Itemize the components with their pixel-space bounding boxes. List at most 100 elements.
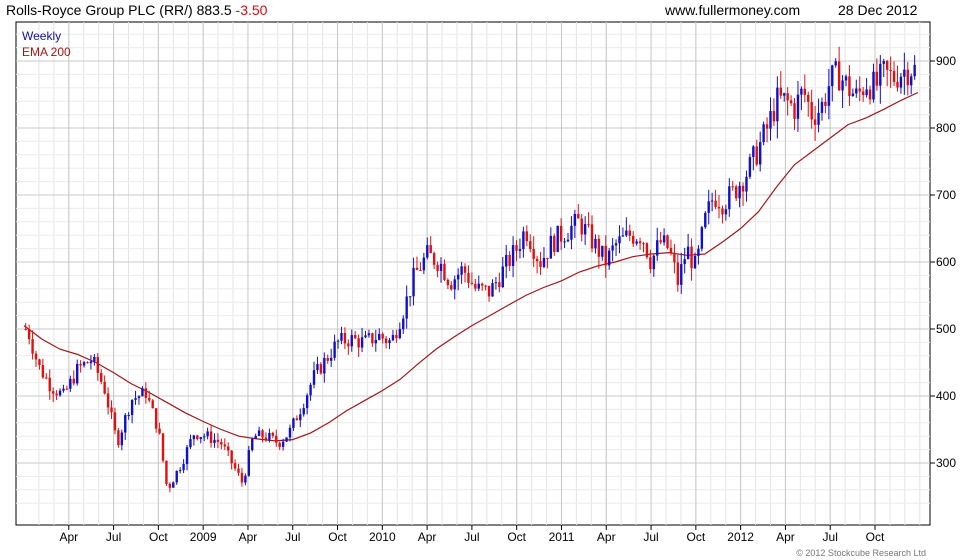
candle-body [683,259,686,265]
candle-body [724,209,728,215]
candle-body [165,460,168,484]
candle-body [494,282,498,284]
candle-body [762,124,765,143]
x-tick-label: Jul [464,530,479,544]
candle-body [237,468,240,473]
candle-body [594,238,597,249]
candle-body [247,450,251,476]
candle-body [666,235,669,248]
candle-body [371,333,374,344]
candle-body [209,431,213,444]
candle-body [360,337,364,348]
candle-body [546,257,549,259]
candle-body [896,81,899,88]
candle-body [789,100,793,104]
candle-body [491,283,494,297]
candle-body [704,212,707,228]
candle-body [429,245,432,254]
candle-body [779,87,782,96]
candle-body [693,256,697,269]
candle-body [408,296,412,298]
candle-body [336,340,340,342]
candle-body [374,339,377,344]
candle-body [79,363,82,366]
candle-body [707,201,710,213]
candle-body [202,436,206,438]
candle-body [432,253,436,265]
candle-body [614,243,618,246]
candle-body [62,388,65,391]
candle-body [824,101,827,106]
candle-body [305,395,309,409]
candle-body [861,91,865,96]
candle-body [312,370,316,385]
candle-body [903,69,906,77]
candle-body [796,94,800,119]
candle-body [268,432,271,440]
candle-body [728,186,731,210]
candle-body [875,71,879,86]
candle-body [583,224,587,235]
candle-body [566,239,570,242]
candle-body [388,340,391,344]
site-url[interactable]: www.fullermoney.com [665,2,801,18]
candle-body [244,475,247,483]
x-tick-label: Oct [507,530,526,544]
candle-body [652,255,655,270]
candle-body [549,235,553,259]
candle-body [233,463,237,469]
candle-body [144,388,148,398]
candle-body [731,186,734,188]
candle-body [480,283,484,286]
candle-body [367,333,371,336]
y-tick-label: 400 [936,389,956,403]
candle-body [910,76,913,86]
candle-body [292,418,295,428]
candle-body [587,224,590,226]
candle-body [350,335,353,347]
candle-body [419,269,422,271]
candle-body [254,435,257,439]
candles [24,46,916,493]
candle-body [855,88,858,94]
candle-body [106,393,110,408]
candle-body [41,365,45,378]
candle-body [329,357,333,361]
copyright: © 2012 Stockcube Research Ltd [796,548,926,558]
x-tick-label: Oct [687,530,706,544]
candle-body [741,185,745,192]
x-tick-label: Apr [239,530,258,544]
candle-body [532,248,535,259]
candle-body [48,377,51,392]
candle-body [848,76,851,97]
candle-body [755,146,758,165]
candle-body [127,414,130,416]
candle-body [580,218,583,235]
candle-body [745,176,748,192]
candle-body [813,119,817,125]
candle-body [793,103,796,119]
candle-body [865,89,868,96]
y-axis: 300 400 500 600 700 800 900 [930,54,956,470]
candle-body [841,80,844,91]
x-axis: Apr Jul Oct 2009 Apr Jul Oct 2010 Apr Jul Oct 2011 A… [59,525,885,544]
legend-ema: EMA 200 [22,45,71,59]
candle-body [154,408,158,429]
candle-body [717,206,721,209]
candle-body [381,333,384,339]
candle-body [889,69,892,71]
candle-body [340,333,343,341]
candle-body [542,257,546,267]
candle-body [333,341,336,358]
candle-body [199,437,202,440]
candle-body [776,87,779,122]
candle-body [426,245,429,258]
candle-body [185,447,189,465]
chart-date: 28 Dec 2012 [838,2,918,18]
candle-body [216,439,220,442]
candle-body [227,446,230,451]
candle-body [734,186,738,199]
candle-body [364,335,367,338]
candle-body [299,414,302,421]
